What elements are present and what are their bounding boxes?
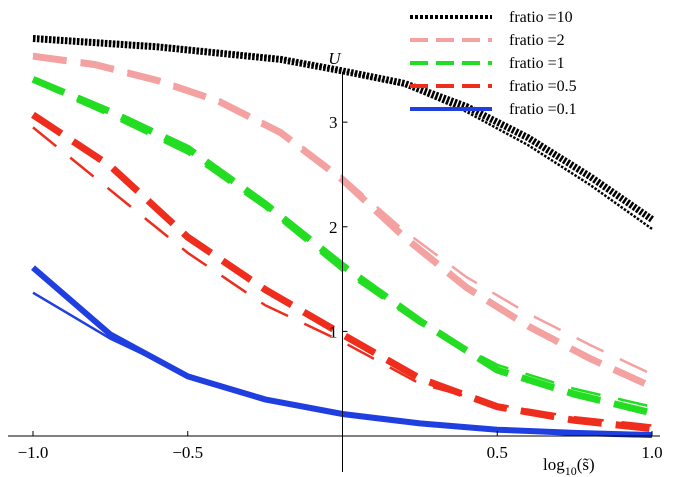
- legend-label: fratio =10: [509, 9, 573, 26]
- series-0-thick-curve: [32, 35, 654, 223]
- series-3-thick-curve: [31, 111, 653, 433]
- x-tick-label: 0.5: [487, 443, 508, 462]
- x-axis-label: log10(s̃): [543, 455, 595, 477]
- x-axis-label-argument: (s̃): [577, 455, 595, 474]
- series-3-thin-curve: [32, 126, 653, 427]
- x-tick-label: 1.0: [641, 443, 662, 462]
- series-0-thin-curve: [32, 35, 653, 230]
- x-axis-label-subscript: 10: [565, 464, 577, 477]
- y-axis-label: U: [328, 49, 342, 68]
- y-tick-label: 1: [329, 322, 338, 341]
- y-tick-label: 2: [329, 218, 338, 237]
- axes-group: −1.0 −0.5 0.5 1.0 1 2 3 U log10(s̃): [8, 49, 663, 477]
- legend-label: fratio =1: [509, 55, 565, 72]
- legend-label: fratio =0.1: [509, 101, 577, 118]
- x-ticks-group: −1.0 −0.5 0.5 1.0: [18, 431, 663, 462]
- y-tick-label: 3: [329, 113, 338, 132]
- x-tick-label: −0.5: [172, 443, 203, 462]
- legend-label: fratio =0.5: [509, 78, 577, 95]
- y-ticks-group: 1 2 3: [329, 113, 348, 341]
- x-tick-label: −1.0: [18, 443, 49, 462]
- legend-label: fratio =2: [509, 32, 565, 49]
- legend: fratio =10 fratio =2 fratio =1 fratio =0.5 f…: [410, 9, 577, 118]
- x-axis-label-base: log: [543, 455, 565, 474]
